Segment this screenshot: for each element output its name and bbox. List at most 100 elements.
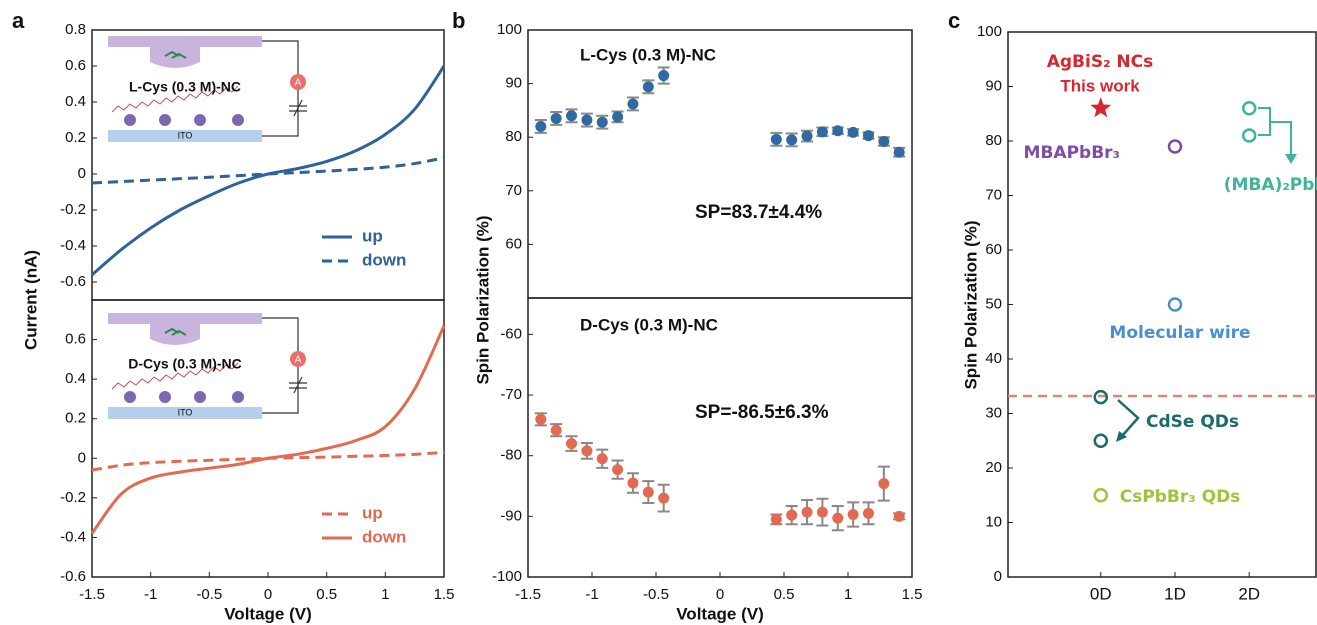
point bbox=[550, 424, 562, 436]
y-tick-label: 70 bbox=[505, 182, 522, 199]
source bbox=[289, 376, 307, 394]
y-tick-label: 0 bbox=[78, 165, 86, 182]
y-tick-label: -80 bbox=[500, 447, 522, 464]
y-tick-label: -0.2 bbox=[60, 201, 86, 218]
inset-title: L-Cys (0.3 M)-NC bbox=[129, 79, 241, 95]
y-tick-label: -0.4 bbox=[60, 237, 86, 254]
series-label: CdSe QDs bbox=[1146, 412, 1239, 432]
y-tick-label: 90 bbox=[505, 75, 522, 92]
legend-label: down bbox=[362, 250, 406, 269]
legend-label: up bbox=[362, 503, 383, 522]
point bbox=[627, 477, 639, 489]
y-tick-label: -70 bbox=[500, 386, 522, 403]
y-tick-label: 10 bbox=[985, 513, 1002, 530]
y-axis-label: Current (nA) bbox=[21, 250, 40, 350]
molecules bbox=[124, 114, 244, 126]
y-tick-label: 0 bbox=[78, 449, 86, 466]
x-tick-label: -1 bbox=[585, 586, 598, 603]
point bbox=[612, 111, 624, 123]
ammeter bbox=[290, 351, 306, 367]
x-axis-label: Voltage (V) bbox=[224, 604, 312, 623]
point bbox=[596, 116, 608, 128]
hollow-point bbox=[1093, 389, 1109, 405]
point bbox=[878, 135, 890, 147]
y-tick-label: 60 bbox=[505, 235, 522, 252]
point bbox=[581, 114, 593, 126]
y-tick-label: -0.6 bbox=[60, 568, 86, 585]
point bbox=[770, 513, 782, 525]
y-tick-label: 100 bbox=[497, 21, 522, 38]
spin bbox=[164, 327, 187, 336]
y-tick-label: 90 bbox=[985, 77, 1002, 94]
x-tick-label: -1.5 bbox=[79, 586, 105, 603]
point bbox=[612, 464, 624, 476]
curve bbox=[91, 156, 445, 185]
point bbox=[893, 510, 905, 522]
arrow-head bbox=[1285, 154, 1297, 164]
point bbox=[847, 509, 859, 521]
hollow-point bbox=[1241, 101, 1257, 116]
x-tick-label: 2D bbox=[1238, 584, 1260, 603]
y-tick-label: -60 bbox=[500, 325, 522, 342]
spin bbox=[164, 50, 187, 59]
x-tick-label: 1D bbox=[1164, 584, 1186, 603]
tip-holder bbox=[108, 36, 262, 47]
y-tick-label: 20 bbox=[985, 459, 1002, 476]
hollow-point bbox=[1093, 488, 1109, 503]
y-axis-label: Spin Polarization (%) bbox=[961, 220, 980, 389]
inset-title: D-Cys (0.3 M)-NC bbox=[128, 356, 242, 372]
tip bbox=[150, 324, 200, 345]
legend-label: up bbox=[362, 226, 383, 245]
x-tick-label: 0D bbox=[1090, 584, 1112, 603]
point bbox=[801, 130, 813, 142]
curve bbox=[91, 450, 445, 472]
electrode-label: ITO bbox=[178, 407, 193, 417]
y-tick-label: 80 bbox=[505, 128, 522, 145]
arrow-head bbox=[1116, 431, 1127, 442]
y-tick-label: -0.2 bbox=[60, 489, 86, 506]
molecules bbox=[124, 391, 244, 403]
point bbox=[862, 507, 874, 519]
x-tick-label: 0 bbox=[264, 586, 272, 603]
point bbox=[786, 134, 798, 146]
tip bbox=[150, 47, 200, 68]
plot-frame bbox=[527, 297, 913, 578]
y-tick-label: 30 bbox=[985, 404, 1002, 421]
series-label: MBAPbBr₃ bbox=[1024, 143, 1120, 163]
y-tick-label: 100 bbox=[977, 23, 1002, 40]
inset-bottom bbox=[108, 313, 307, 419]
x-tick-label: -1.5 bbox=[515, 586, 541, 603]
meter-label: A bbox=[295, 355, 302, 366]
y-tick-label: 0 bbox=[994, 568, 1002, 585]
y-tick-label: 0.6 bbox=[65, 57, 86, 74]
point bbox=[627, 98, 639, 110]
legend-label: down bbox=[362, 527, 406, 546]
subplot-title: L-Cys (0.3 M)-NC bbox=[580, 45, 716, 64]
y-axis-label: Spin Polarization (%) bbox=[473, 215, 492, 384]
point bbox=[581, 445, 593, 457]
point bbox=[658, 70, 670, 82]
series-label: (MBA)₂PbI₄ bbox=[1224, 175, 1317, 195]
x-tick-label: 1 bbox=[381, 586, 389, 603]
subplot-title: D-Cys (0.3 M)-NC bbox=[580, 315, 718, 334]
y-tick-label: -0.4 bbox=[60, 528, 86, 545]
y-tick-label: 60 bbox=[985, 241, 1002, 258]
ligands bbox=[111, 362, 239, 390]
x-tick-label: -0.5 bbox=[643, 586, 669, 603]
point bbox=[832, 125, 844, 137]
y-tick-label: 0.6 bbox=[65, 331, 86, 348]
point bbox=[566, 110, 578, 122]
meter-label: A bbox=[295, 78, 302, 89]
x-tick-label: 0.5 bbox=[774, 586, 795, 603]
x-tick-label: 1 bbox=[844, 586, 852, 603]
panel-label: c bbox=[948, 8, 960, 33]
x-tick-label: 0 bbox=[716, 586, 724, 603]
annotation: SP=83.7±4.4% bbox=[695, 202, 822, 223]
y-tick-label: 0.2 bbox=[65, 129, 86, 146]
x-tick-label: -1 bbox=[144, 586, 157, 603]
electrode-label: ITO bbox=[178, 130, 193, 140]
y-tick-label: -100 bbox=[492, 568, 522, 585]
star-point bbox=[1090, 97, 1112, 118]
